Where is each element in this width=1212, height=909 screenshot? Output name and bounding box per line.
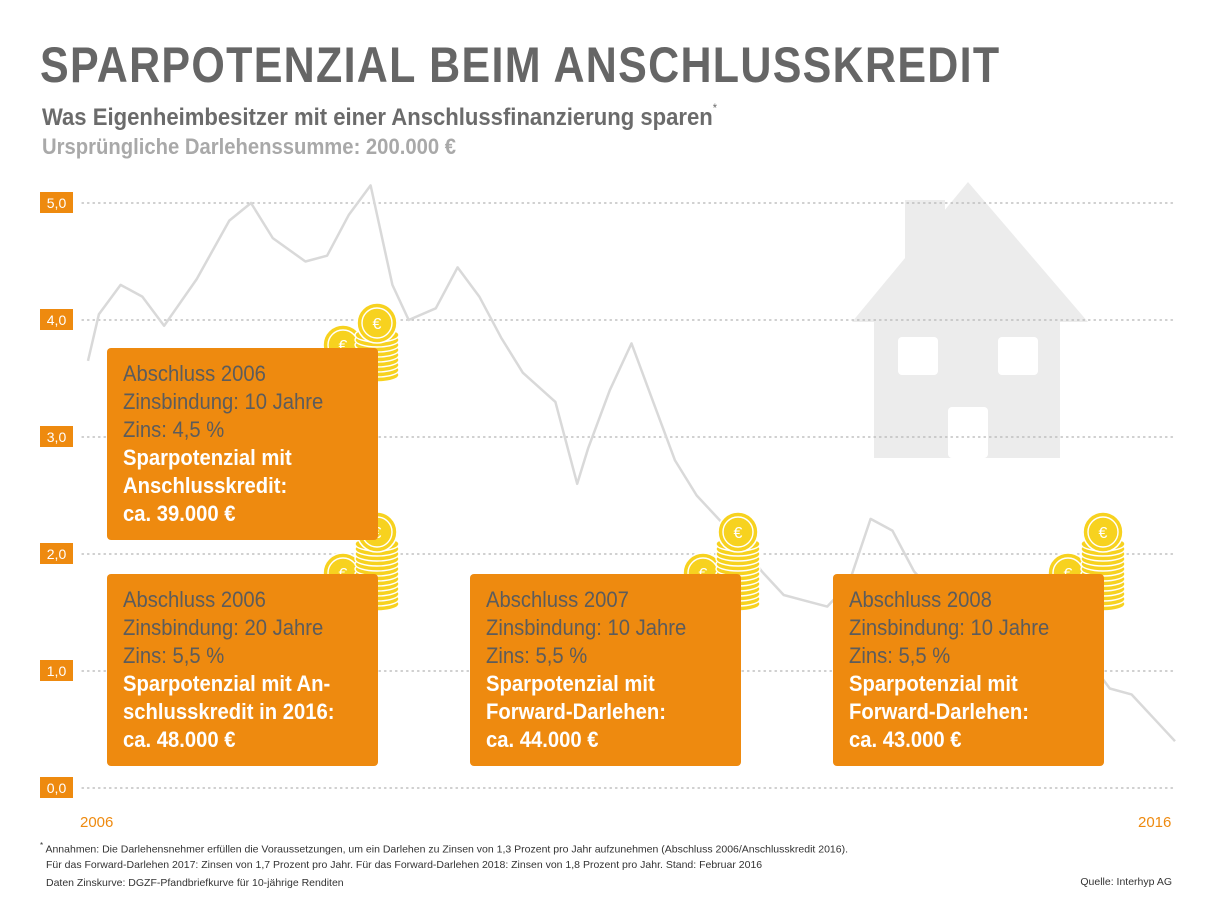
y-tick-label: 5,0: [40, 192, 73, 213]
svg-text:2,0: 2,0: [47, 546, 67, 562]
annotation-line: Abschluss 2006: [123, 587, 266, 612]
annotation-box-2006-20y: Abschluss 2006 Zinsbindung: 20 Jahre Zin…: [107, 574, 378, 766]
y-tick-label: 1,0: [40, 660, 73, 681]
annotation-line: Zins: 5,5 %: [486, 643, 588, 668]
page-subtitle: Was Eigenheimbesitzer mit einer Anschlus…: [42, 101, 718, 132]
svg-text:4,0: 4,0: [47, 312, 67, 328]
page-title: SPARPOTENZIAL BEIM ANSCHLUSSKREDIT: [40, 37, 1001, 93]
footnote-3: Daten Zinskurve: DGZF-Pfandbriefkurve fü…: [46, 877, 344, 889]
svg-text:0,0: 0,0: [47, 780, 67, 796]
annotation-highlight: ca. 39.000 €: [123, 501, 236, 526]
svg-text:5,0: 5,0: [47, 195, 67, 211]
annotation-box-2007: Abschluss 2007 Zinsbindung: 10 Jahre Zin…: [470, 574, 741, 766]
annotation-line: Zinsbindung: 10 Jahre: [849, 615, 1050, 640]
annotation-line: Zinsbindung: 10 Jahre: [486, 615, 687, 640]
svg-text:€: €: [734, 525, 743, 542]
annotation-highlight: Anschlusskredit:: [123, 473, 288, 498]
annotation-line: Zins: 5,5 %: [849, 643, 951, 668]
annotation-line: Abschluss 2008: [849, 587, 992, 612]
svg-text:3,0: 3,0: [47, 429, 67, 445]
footnote-marker: *: [712, 101, 718, 115]
annotation-line: Zinsbindung: 20 Jahre: [123, 615, 324, 640]
annotation-line: Abschluss 2007: [486, 587, 629, 612]
footnote-1: * Annahmen: Die Darlehensnehmer erfüllen…: [40, 841, 848, 856]
svg-text:€: €: [1099, 525, 1108, 542]
svg-text:€: €: [373, 316, 382, 333]
y-tick-label: 4,0: [40, 309, 73, 330]
y-tick-label: 2,0: [40, 543, 73, 564]
annotation-highlight: Sparpotenzial mit: [486, 671, 655, 696]
footnote-2: Für das Forward-Darlehen 2017: Zinsen vo…: [46, 859, 763, 871]
annotation-highlight: Forward-Darlehen:: [486, 699, 666, 724]
subtitle-text: Was Eigenheimbesitzer mit einer Anschlus…: [42, 104, 713, 131]
svg-text:1,0: 1,0: [47, 663, 67, 679]
svg-text:€: €: [339, 338, 348, 355]
annotation-line: Zinsbindung: 10 Jahre: [123, 389, 324, 414]
annotation-highlight: Sparpotenzial mit: [123, 445, 292, 470]
annotation-highlight: ca. 44.000 €: [486, 727, 599, 752]
loan-amount-subtitle: Ursprüngliche Darlehenssumme: 200.000 €: [42, 134, 456, 159]
y-axis-ticks: 5,0 4,0 3,0 2,0 1,0 0,0: [40, 192, 73, 798]
annotation-line: Abschluss 2006: [123, 361, 266, 386]
annotation-line: Zins: 5,5 %: [123, 643, 225, 668]
annotation-line: Zins: 4,5 %: [123, 417, 225, 442]
annotation-highlight: Sparpotenzial mit: [849, 671, 1018, 696]
annotation-highlight: Forward-Darlehen:: [849, 699, 1029, 724]
annotation-highlight: Sparpotenzial mit An-: [123, 671, 331, 696]
x-tick-label-end: 2016: [1138, 814, 1172, 831]
y-tick-label: 3,0: [40, 426, 73, 447]
annotation-highlight: ca. 43.000 €: [849, 727, 962, 752]
footnote-text: Annahmen: Die Darlehensnehmer erfüllen d…: [45, 843, 849, 856]
annotation-box-2008: Abschluss 2008 Zinsbindung: 10 Jahre Zin…: [833, 574, 1104, 766]
x-tick-label-start: 2006: [80, 814, 114, 831]
source-credit: Quelle: Interhyp AG: [1080, 876, 1172, 888]
footnote-marker: *: [40, 841, 44, 850]
annotation-highlight: ca. 48.000 €: [123, 727, 236, 752]
annotation-highlight: schlusskredit in 2016:: [123, 699, 335, 724]
house-icon: [852, 182, 1088, 458]
annotation-box-2006-10y: Abschluss 2006 Zinsbindung: 10 Jahre Zin…: [107, 348, 378, 540]
y-tick-label: 0,0: [40, 777, 73, 798]
